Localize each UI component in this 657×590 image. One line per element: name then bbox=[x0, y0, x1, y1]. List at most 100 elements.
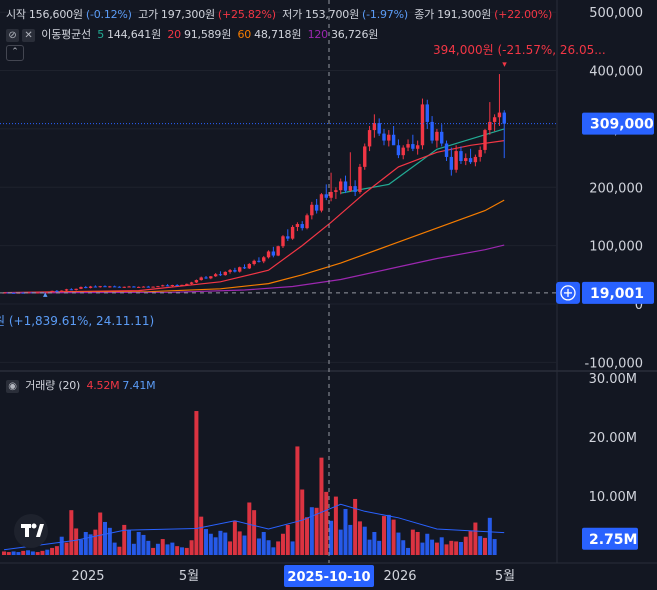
candle-body bbox=[218, 274, 223, 276]
volume-bar bbox=[329, 520, 334, 555]
volume-badge bbox=[582, 527, 638, 550]
candle-body bbox=[88, 286, 93, 288]
volume-bar bbox=[127, 530, 132, 555]
low-label: 저가 bbox=[282, 8, 303, 21]
volume-ma-line bbox=[3, 503, 505, 551]
volume-bar bbox=[252, 510, 257, 555]
candle bbox=[367, 126, 372, 152]
candlestick-series bbox=[2, 74, 506, 294]
candle bbox=[252, 259, 256, 266]
candle bbox=[35, 292, 40, 294]
volume-bar bbox=[103, 521, 108, 555]
candle bbox=[300, 221, 304, 231]
close-icon[interactable]: ✕ bbox=[22, 28, 35, 42]
candle-body bbox=[223, 271, 227, 276]
candle-body bbox=[430, 121, 434, 141]
price-tick-label: 500,000 bbox=[589, 6, 643, 21]
candle bbox=[88, 285, 93, 289]
ma120-value: 36,726원 bbox=[330, 28, 379, 41]
volume-bar bbox=[353, 498, 358, 555]
candle-body bbox=[348, 186, 353, 191]
candle-body bbox=[141, 286, 146, 288]
ma-line-60 bbox=[3, 199, 505, 294]
candle-body bbox=[324, 194, 328, 198]
candle bbox=[286, 229, 290, 241]
volume-bar bbox=[16, 552, 21, 555]
candle bbox=[45, 292, 49, 294]
ma60-period: 60 bbox=[237, 28, 252, 41]
candle-body bbox=[473, 156, 478, 163]
candle bbox=[122, 286, 126, 288]
volume-bar bbox=[131, 543, 136, 555]
volume-bar bbox=[218, 530, 223, 555]
ma-line-120 bbox=[3, 244, 505, 294]
time-axis-label: 5월 bbox=[179, 569, 199, 584]
candle bbox=[454, 145, 458, 173]
volume-bar bbox=[487, 517, 492, 555]
eye-icon[interactable]: ◉ bbox=[6, 379, 19, 393]
candle-body bbox=[209, 276, 213, 279]
volume-bar bbox=[69, 510, 74, 555]
candle-body bbox=[358, 166, 362, 192]
candle bbox=[464, 153, 468, 166]
candle-body bbox=[319, 194, 324, 211]
candle-body bbox=[180, 284, 184, 286]
candle bbox=[185, 283, 189, 286]
ma-label: 이동평균선 bbox=[41, 28, 91, 41]
time-axis-label: 2026 bbox=[383, 569, 416, 584]
candle bbox=[406, 139, 410, 152]
ma60-value: 48,718원 bbox=[254, 28, 302, 41]
volume-bar bbox=[357, 521, 362, 555]
candle bbox=[112, 285, 117, 288]
candle-body bbox=[502, 112, 506, 124]
volume-bar bbox=[59, 536, 64, 555]
candle bbox=[262, 256, 266, 264]
candle bbox=[69, 288, 74, 291]
candle-body bbox=[276, 246, 280, 256]
volume-bar bbox=[309, 507, 314, 555]
candle bbox=[50, 290, 54, 293]
chevron-up-icon[interactable]: ⌃ bbox=[6, 45, 24, 61]
candle bbox=[242, 264, 247, 269]
candle-body bbox=[11, 292, 16, 294]
volume-bar bbox=[386, 514, 391, 555]
volume-bar bbox=[54, 546, 59, 555]
volume-bar bbox=[415, 531, 420, 555]
candle-body bbox=[103, 286, 107, 288]
candle-body bbox=[170, 285, 175, 287]
candle-body bbox=[468, 158, 473, 163]
candle-body bbox=[233, 270, 237, 272]
candle-body bbox=[387, 134, 391, 141]
candle-body bbox=[290, 226, 295, 239]
volume-bar bbox=[439, 537, 444, 555]
high-change: (+25.82%) bbox=[217, 8, 276, 21]
price-axis[interactable]: -100,0000100,000200,000300,000400,000500… bbox=[71, 6, 654, 587]
current-price-label: 309,000 bbox=[590, 117, 654, 133]
candle-body bbox=[242, 267, 247, 269]
volume-bar bbox=[300, 489, 305, 555]
candle-body bbox=[237, 267, 242, 272]
candle bbox=[343, 175, 348, 194]
candle bbox=[189, 281, 194, 285]
candle-body bbox=[343, 181, 348, 191]
candle bbox=[199, 276, 203, 281]
eye-off-icon[interactable]: ⊘ bbox=[6, 28, 19, 42]
candle-body bbox=[79, 287, 83, 289]
candle-body bbox=[478, 149, 482, 157]
candle bbox=[223, 271, 227, 276]
volume-bar bbox=[93, 529, 98, 555]
candle-body bbox=[185, 283, 189, 285]
candle-body bbox=[420, 104, 425, 146]
candle bbox=[26, 292, 30, 294]
volume-bar bbox=[160, 539, 165, 555]
candle-body bbox=[93, 286, 98, 288]
volume-bar bbox=[228, 541, 233, 555]
volume-bar bbox=[83, 531, 88, 555]
candle bbox=[271, 246, 276, 258]
volume-bar bbox=[458, 542, 463, 555]
volume-bar bbox=[232, 520, 237, 555]
candle-body bbox=[136, 286, 141, 288]
candle bbox=[170, 284, 175, 287]
volume-label: 거래량 (20) bbox=[25, 379, 81, 392]
